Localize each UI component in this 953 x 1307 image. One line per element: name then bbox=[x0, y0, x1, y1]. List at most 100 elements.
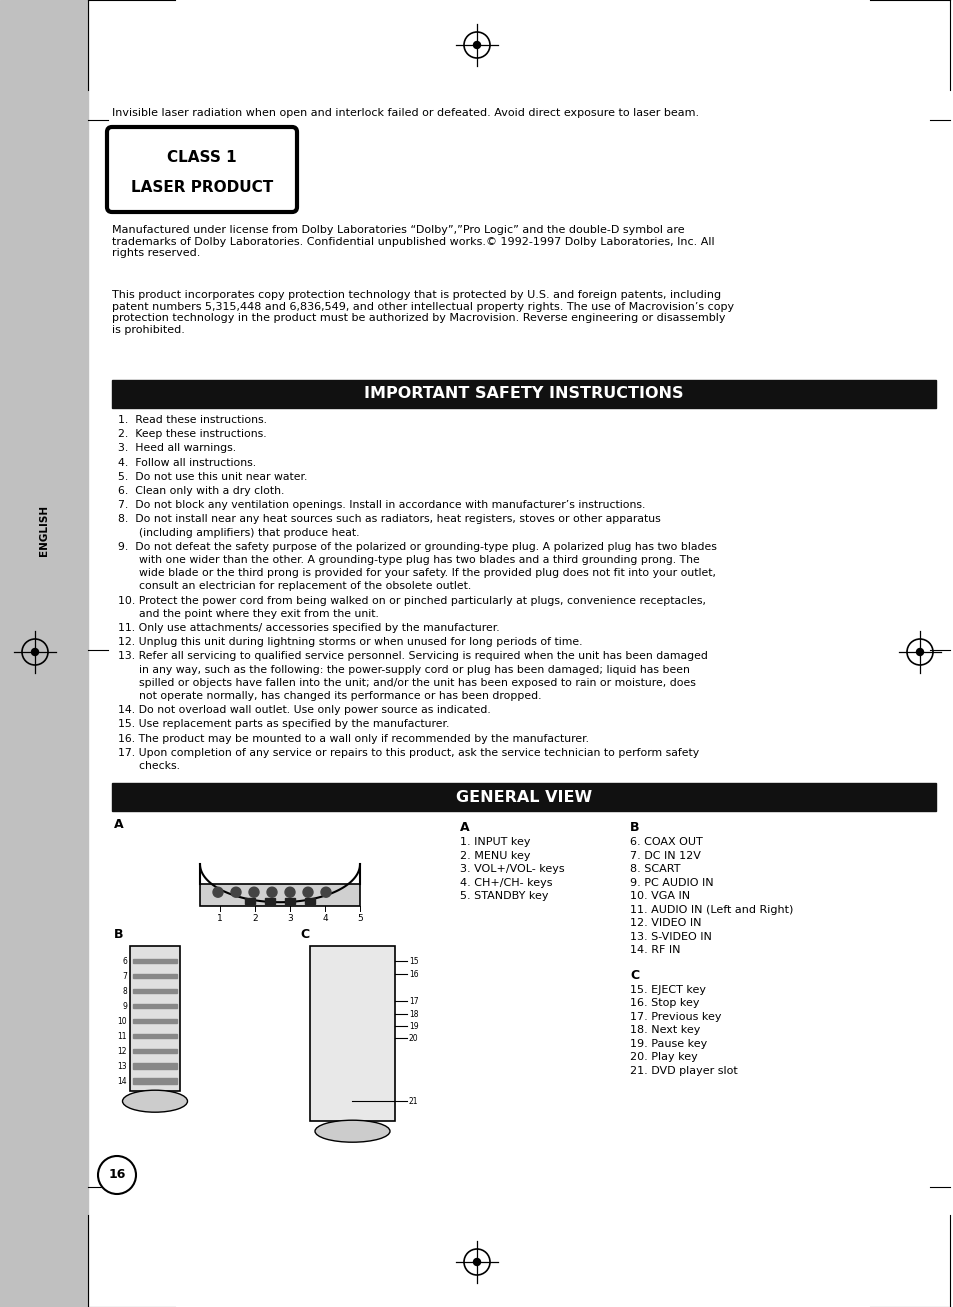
Text: 8.  Do not install near any heat sources such as radiators, heat registers, stov: 8. Do not install near any heat sources … bbox=[118, 515, 660, 524]
Text: 13. Refer all servicing to qualified service personnel. Servicing is required wh: 13. Refer all servicing to qualified ser… bbox=[118, 651, 707, 661]
Text: 7.  Do not block any ventilation openings. Install in accordance with manufactur: 7. Do not block any ventilation openings… bbox=[118, 501, 644, 510]
FancyBboxPatch shape bbox=[107, 127, 296, 212]
Text: 4: 4 bbox=[322, 914, 328, 923]
Text: 13. S-VIDEO IN: 13. S-VIDEO IN bbox=[629, 932, 711, 942]
Text: B: B bbox=[113, 928, 123, 941]
Text: A: A bbox=[113, 818, 124, 831]
Bar bbox=[112, 783, 935, 812]
Circle shape bbox=[916, 648, 923, 656]
Text: and the point where they exit from the unit.: and the point where they exit from the u… bbox=[118, 609, 378, 618]
Text: 11. Only use attachments/ accessories specified by the manufacturer.: 11. Only use attachments/ accessories sp… bbox=[118, 623, 499, 633]
Text: 14. RF IN: 14. RF IN bbox=[629, 945, 679, 955]
Text: 15. Use replacement parts as specified by the manufacturer.: 15. Use replacement parts as specified b… bbox=[118, 719, 449, 729]
Text: 16. Stop key: 16. Stop key bbox=[629, 999, 699, 1008]
Text: 4.  Follow all instructions.: 4. Follow all instructions. bbox=[118, 457, 255, 468]
Bar bbox=[132, 1004, 177, 1008]
Circle shape bbox=[285, 887, 294, 897]
Bar bbox=[132, 959, 177, 963]
Text: in any way, such as the following: the power-supply cord or plug has been damage: in any way, such as the following: the p… bbox=[118, 664, 689, 674]
Bar bbox=[132, 974, 177, 978]
Circle shape bbox=[249, 887, 258, 897]
Text: IMPORTANT SAFETY INSTRUCTIONS: IMPORTANT SAFETY INSTRUCTIONS bbox=[364, 387, 683, 401]
Text: 21. DVD player slot: 21. DVD player slot bbox=[629, 1065, 737, 1076]
Text: 7: 7 bbox=[122, 971, 127, 980]
Text: with one wider than the other. A grounding-type plug has two blades and a third : with one wider than the other. A groundi… bbox=[118, 555, 699, 565]
Text: 8. SCART: 8. SCART bbox=[629, 864, 679, 874]
Text: 19: 19 bbox=[409, 1022, 418, 1031]
Text: 12. Unplug this unit during lightning storms or when unused for long periods of : 12. Unplug this unit during lightning st… bbox=[118, 638, 582, 647]
Text: 3: 3 bbox=[287, 914, 293, 923]
Bar bbox=[285, 898, 294, 904]
Text: (including amplifiers) that produce heat.: (including amplifiers) that produce heat… bbox=[118, 528, 359, 537]
Text: 19. Pause key: 19. Pause key bbox=[629, 1039, 706, 1048]
Text: 12: 12 bbox=[117, 1047, 127, 1056]
Text: 15. EJECT key: 15. EJECT key bbox=[629, 984, 705, 995]
Text: 1. INPUT key: 1. INPUT key bbox=[459, 838, 530, 847]
Bar bbox=[200, 885, 359, 906]
Text: 16. The product may be mounted to a wall only if recommended by the manufacturer: 16. The product may be mounted to a wall… bbox=[118, 733, 588, 744]
Text: 20. Play key: 20. Play key bbox=[629, 1052, 697, 1063]
Text: 3.  Heed all warnings.: 3. Heed all warnings. bbox=[118, 443, 236, 454]
Text: 12. VIDEO IN: 12. VIDEO IN bbox=[629, 919, 700, 928]
Bar bbox=[310, 946, 395, 1121]
Bar bbox=[0, 0, 88, 1307]
Ellipse shape bbox=[122, 1090, 188, 1112]
Text: 6: 6 bbox=[122, 957, 127, 966]
Text: 9. PC AUDIO IN: 9. PC AUDIO IN bbox=[629, 878, 713, 887]
Text: C: C bbox=[629, 968, 639, 982]
Text: 17. Previous key: 17. Previous key bbox=[629, 1012, 720, 1022]
Bar bbox=[132, 1078, 177, 1085]
Text: 17. Upon completion of any service or repairs to this product, ask the service t: 17. Upon completion of any service or re… bbox=[118, 748, 699, 758]
Text: 17: 17 bbox=[409, 997, 418, 1005]
Text: 6. COAX OUT: 6. COAX OUT bbox=[629, 838, 702, 847]
Circle shape bbox=[213, 887, 223, 897]
Text: 1: 1 bbox=[217, 914, 223, 923]
Text: consult an electrician for replacement of the obsolete outlet.: consult an electrician for replacement o… bbox=[118, 582, 471, 591]
Text: 14: 14 bbox=[117, 1077, 127, 1086]
Text: 2: 2 bbox=[252, 914, 257, 923]
Text: LASER PRODUCT: LASER PRODUCT bbox=[131, 179, 273, 195]
Text: 14. Do not overload wall outlet. Use only power source as indicated.: 14. Do not overload wall outlet. Use onl… bbox=[118, 706, 490, 715]
Text: 11. AUDIO IN (Left and Right): 11. AUDIO IN (Left and Right) bbox=[629, 904, 793, 915]
Circle shape bbox=[98, 1155, 136, 1195]
Text: 21: 21 bbox=[409, 1097, 418, 1106]
Bar bbox=[132, 1050, 177, 1053]
Text: not operate normally, has changed its performance or has been dropped.: not operate normally, has changed its pe… bbox=[118, 691, 541, 701]
Bar bbox=[132, 1019, 177, 1023]
Text: 10: 10 bbox=[117, 1017, 127, 1026]
Text: 13: 13 bbox=[117, 1061, 127, 1070]
Text: Invisible laser radiation when open and interlock failed or defeated. Avoid dire: Invisible laser radiation when open and … bbox=[112, 108, 699, 118]
Bar bbox=[132, 1063, 177, 1069]
Text: A: A bbox=[459, 821, 469, 834]
Text: This product incorporates copy protection technology that is protected by U.S. a: This product incorporates copy protectio… bbox=[112, 290, 734, 335]
Text: 1.  Read these instructions.: 1. Read these instructions. bbox=[118, 416, 267, 425]
Text: 9.  Do not defeat the safety purpose of the polarized or grounding-type plug. A : 9. Do not defeat the safety purpose of t… bbox=[118, 542, 716, 552]
Text: 16: 16 bbox=[409, 970, 418, 979]
Text: 4. CH+/CH- keys: 4. CH+/CH- keys bbox=[459, 878, 552, 887]
Text: 10. VGA IN: 10. VGA IN bbox=[629, 891, 689, 902]
Bar bbox=[130, 946, 180, 1091]
Text: 18: 18 bbox=[409, 1010, 418, 1018]
Text: wide blade or the third prong is provided for your safety. If the provided plug : wide blade or the third prong is provide… bbox=[118, 569, 716, 578]
Circle shape bbox=[31, 648, 38, 656]
Bar bbox=[245, 898, 254, 904]
Ellipse shape bbox=[314, 1120, 390, 1142]
Text: 11: 11 bbox=[117, 1031, 127, 1040]
Text: 20: 20 bbox=[409, 1034, 418, 1043]
Text: GENERAL VIEW: GENERAL VIEW bbox=[456, 789, 592, 805]
Text: spilled or objects have fallen into the unit; and/or the unit has been exposed t: spilled or objects have fallen into the … bbox=[118, 678, 695, 687]
Text: 7. DC IN 12V: 7. DC IN 12V bbox=[629, 851, 700, 861]
Bar bbox=[132, 989, 177, 993]
Circle shape bbox=[231, 887, 241, 897]
Text: 18. Next key: 18. Next key bbox=[629, 1025, 700, 1035]
Bar bbox=[265, 898, 274, 904]
Text: 9: 9 bbox=[122, 1001, 127, 1010]
Text: 5. STANDBY key: 5. STANDBY key bbox=[459, 891, 548, 902]
Text: B: B bbox=[629, 821, 639, 834]
Text: 10. Protect the power cord from being walked on or pinched particularly at plugs: 10. Protect the power cord from being wa… bbox=[118, 596, 705, 605]
Text: 8: 8 bbox=[122, 987, 127, 996]
Circle shape bbox=[267, 887, 276, 897]
Text: 15: 15 bbox=[409, 957, 418, 966]
Text: 6.  Clean only with a dry cloth.: 6. Clean only with a dry cloth. bbox=[118, 486, 284, 495]
Text: CLASS 1: CLASS 1 bbox=[167, 149, 236, 165]
